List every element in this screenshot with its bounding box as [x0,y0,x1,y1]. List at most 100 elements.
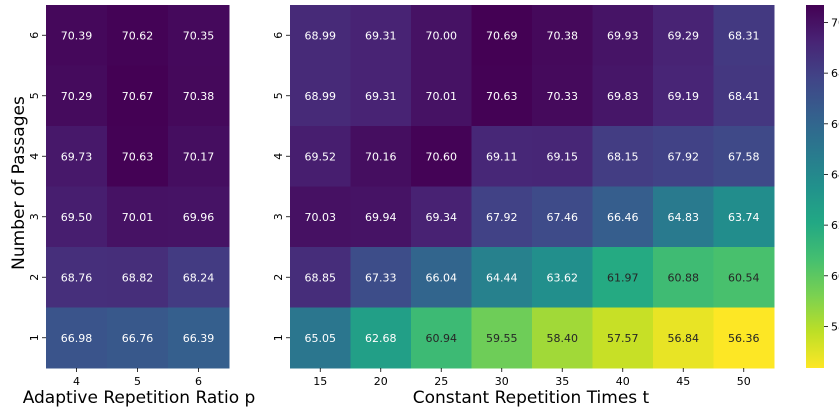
heatmap-cell [532,126,593,187]
cell-value-label: 64.44 [486,271,518,284]
cell-value-label: 70.69 [486,29,518,42]
heatmap-cell [592,126,654,187]
heatmap-cell [532,247,593,308]
heatmap-cell [350,247,412,308]
colorbar: 58 60 62 64 66 68 70 [806,5,839,368]
x-tick-label: 50 [737,375,751,388]
colorbar-gradient [806,5,824,368]
cell-value-label: 67.92 [486,211,518,224]
heatmap-cell [532,5,593,66]
cell-value-label: 70.35 [183,29,215,42]
cell-value-label: 69.94 [365,211,397,224]
heatmap-cell [411,307,472,369]
x-tick-label: 20 [374,375,388,388]
cell-value-label: 68.41 [728,90,760,103]
x-tick-label: 5 [134,375,141,388]
heatmap-cell [350,126,412,187]
y-tick-label: 3 [28,213,41,220]
cell-value-label: 70.29 [61,90,93,103]
heatmap-cell [653,126,714,187]
y-tick-label: 5 [272,92,285,99]
cell-value-label: 63.62 [547,271,579,284]
cell-value-label: 70.60 [426,150,458,163]
heatmap-cell [290,307,351,369]
heatmap-cell [46,5,108,66]
x-tick-label: 45 [676,375,690,388]
heatmap-cell [350,5,412,66]
y-tick-label: 4 [272,153,285,160]
heatmap-cell [290,247,351,308]
cell-value-label: 64.83 [668,211,700,224]
cell-value-label: 59.55 [486,332,518,345]
x-axis-title-adaptive: Adaptive Repetition Ratio p [23,388,256,408]
cell-value-label: 68.99 [305,90,337,103]
x-tick-label: 30 [495,375,509,388]
cell-value-label: 67.46 [547,211,579,224]
heatmap-cell [46,186,108,248]
y-axis-title: Number of Passages [9,96,29,270]
cell-value-label: 66.46 [607,211,639,224]
cell-value-label: 69.31 [365,90,397,103]
colorbar-tick-label: 68 [831,67,839,80]
heatmap-cell [168,65,230,127]
heatmap-cell [168,126,230,187]
colorbar-tick-label: 62 [831,219,839,232]
cell-value-label: 68.76 [61,271,93,284]
cell-value-label: 70.38 [547,29,579,42]
cell-value-label: 60.54 [728,271,760,284]
heatmap-cell [653,186,714,248]
cell-value-label: 70.01 [122,211,154,224]
heatmap-cell [411,65,472,127]
heatmap-cell [653,5,714,66]
y-tick-label: 2 [28,274,41,281]
heatmap-cell [107,65,169,127]
cell-value-label: 69.83 [607,90,639,103]
cell-value-label: 68.15 [607,150,639,163]
cell-value-label: 69.73 [61,150,93,163]
colorbar-tick-label: 64 [831,168,839,181]
colorbar-tick-label: 66 [831,118,839,131]
y-tick-label: 1 [272,334,285,341]
y-tick-label: 6 [272,32,285,39]
cell-value-label: 70.17 [183,150,215,163]
heatmap-cell [350,186,412,248]
heatmap-cell [471,5,533,66]
heatmap-cell [107,126,169,187]
cell-value-label: 70.67 [122,90,154,103]
cell-value-label: 68.99 [305,29,337,42]
colorbar-tick-label: 58 [831,320,839,333]
heatmap-cell [46,65,108,127]
cell-value-label: 68.85 [305,271,337,284]
heatmap-constant: 68.99 69.31 70.00 70.69 70.38 69.93 69.29 68.31… [272,5,775,388]
cell-value-label: 62.68 [365,332,397,345]
cell-value-label: 69.93 [607,29,639,42]
heatmap-cell [290,5,351,66]
heatmap-cell [411,5,472,66]
heatmap-cell [592,186,654,248]
cell-value-label: 66.39 [183,332,215,345]
heatmap-cell [290,65,351,127]
cell-value-label: 70.38 [183,90,215,103]
cell-value-label: 60.94 [426,332,458,345]
heatmap-cell [592,5,654,66]
heatmap-cell [592,307,654,369]
heatmap-cell [471,247,533,308]
heatmap-cell [107,307,169,369]
y-tick-label: 3 [272,213,285,220]
cell-value-label: 63.74 [728,211,760,224]
cell-value-label: 70.39 [61,29,93,42]
heatmap-cell [713,126,775,187]
x-tick-label: 25 [434,375,448,388]
heatmap-cell [653,65,714,127]
x-tick-label: 6 [195,375,202,388]
heatmap-cell [290,126,351,187]
heatmap-cell [713,65,775,127]
heatmap-cell [168,186,230,248]
cell-value-label: 67.33 [365,271,397,284]
cell-value-label: 65.05 [305,332,337,345]
heatmap-cell [653,307,714,369]
cell-value-label: 67.92 [668,150,700,163]
cell-value-label: 69.15 [547,150,579,163]
cell-value-label: 66.98 [61,332,93,345]
cell-value-label: 69.19 [668,90,700,103]
